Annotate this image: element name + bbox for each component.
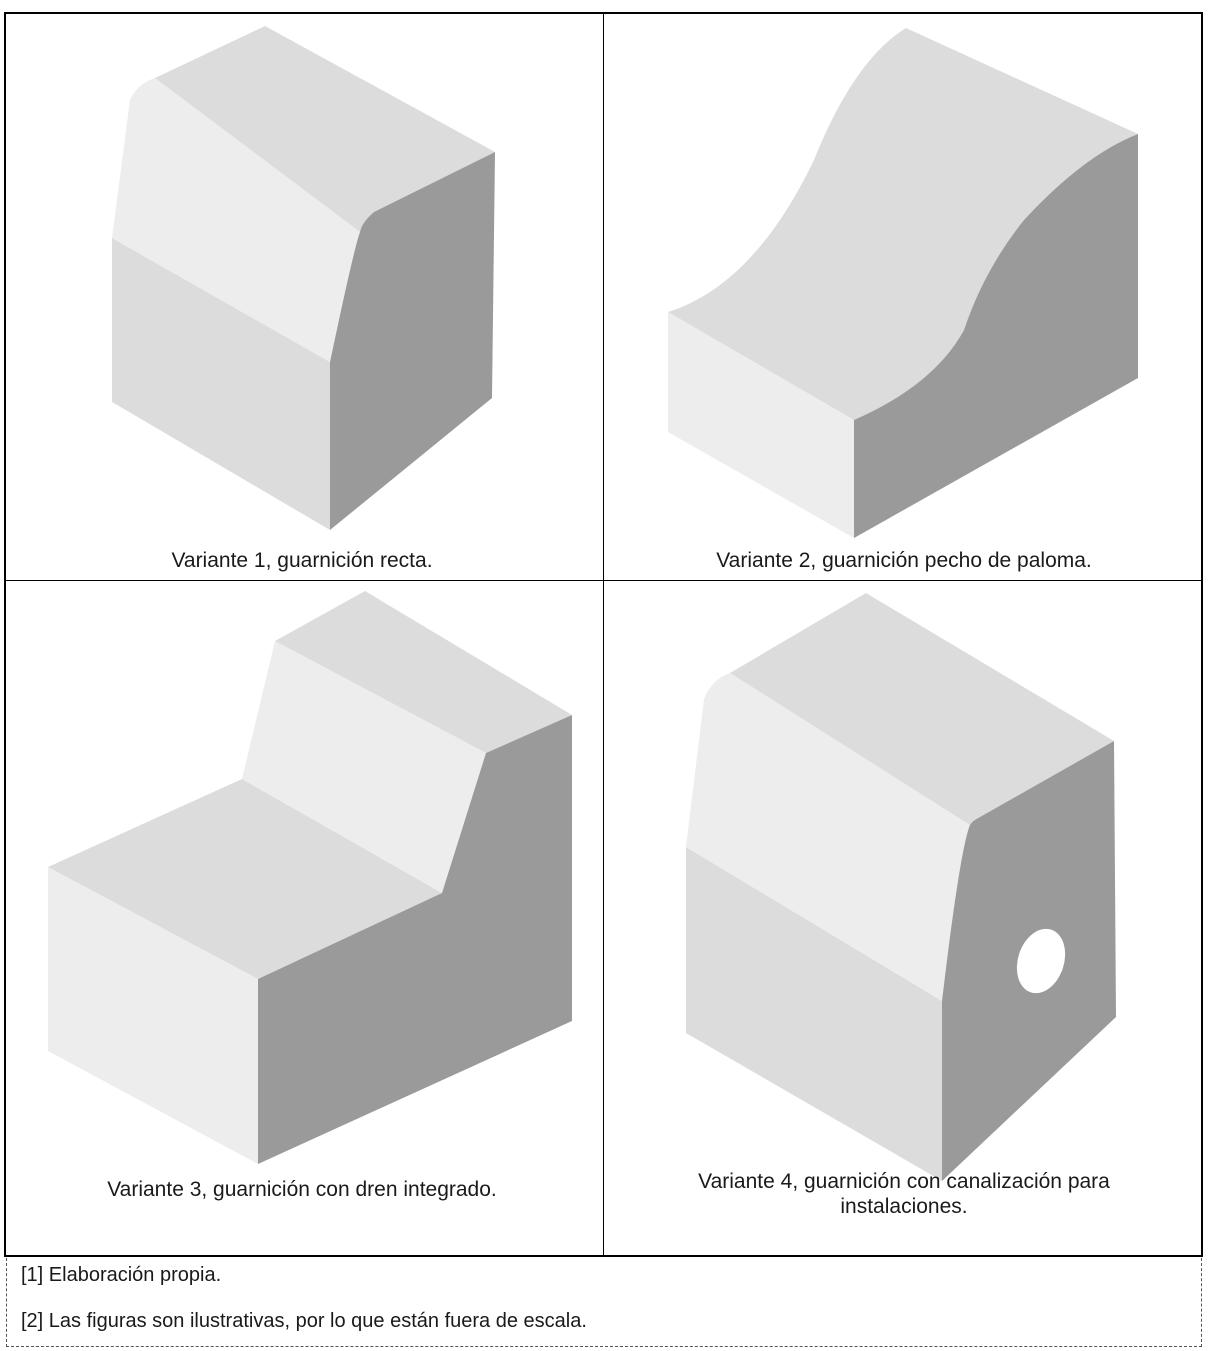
v1-front-lower-face (112, 238, 330, 530)
v4-conduit-opening (1016, 928, 1066, 994)
figure-cell-1: Variante 1, guarnición recta. (0, 0, 604, 580)
figure-cell-4: Variante 4, guarnición con canalización … (604, 581, 1204, 1257)
figure-cell-3: Variante 3, guarnición con dren integrad… (0, 581, 604, 1257)
curb-variant-3-illustration (48, 591, 572, 1164)
v3-side-face (258, 715, 572, 1164)
v4-front-sloped-face (686, 673, 970, 1001)
v1-top-face (155, 26, 495, 232)
figure-caption-4: Variante 4, guarnición con canalización … (698, 1170, 1110, 1218)
note-2: [2] Las figuras son ilustrativas, por lo… (21, 1310, 587, 1332)
v4-front-lower-face (686, 847, 942, 1181)
v3-front-face (48, 867, 258, 1164)
figure-notes: [1] Elaboración propia. [2] Las figuras … (6, 1258, 1202, 1347)
v1-front-sloped-face (112, 78, 360, 362)
figure-caption-3: Variante 3, guarnición con dren integrad… (107, 1178, 497, 1201)
v2-top-curved-face (668, 28, 1138, 420)
curb-variant-1-illustration (112, 26, 495, 530)
curb-variant-2-illustration (668, 28, 1138, 538)
figure-caption-2: Variante 2, guarnición pecho de paloma. (716, 549, 1092, 572)
figure-caption-1: Variante 1, guarnición recta. (171, 549, 433, 572)
table-divider-horizontal (4, 580, 1203, 581)
table-divider-vertical (603, 12, 604, 1257)
figure-cell-2: Variante 2, guarnición pecho de paloma. (604, 0, 1204, 580)
v3-upper-top-face (275, 591, 572, 753)
curb-variant-4-illustration (686, 593, 1116, 1181)
v2-side-face (854, 134, 1138, 538)
v3-lower-top-face (48, 779, 442, 979)
v1-side-face (330, 152, 495, 530)
v2-front-face (668, 312, 854, 538)
note-1: [1] Elaboración propia. (21, 1264, 222, 1286)
v3-sloped-face (242, 641, 486, 893)
v4-top-face (730, 593, 1114, 825)
